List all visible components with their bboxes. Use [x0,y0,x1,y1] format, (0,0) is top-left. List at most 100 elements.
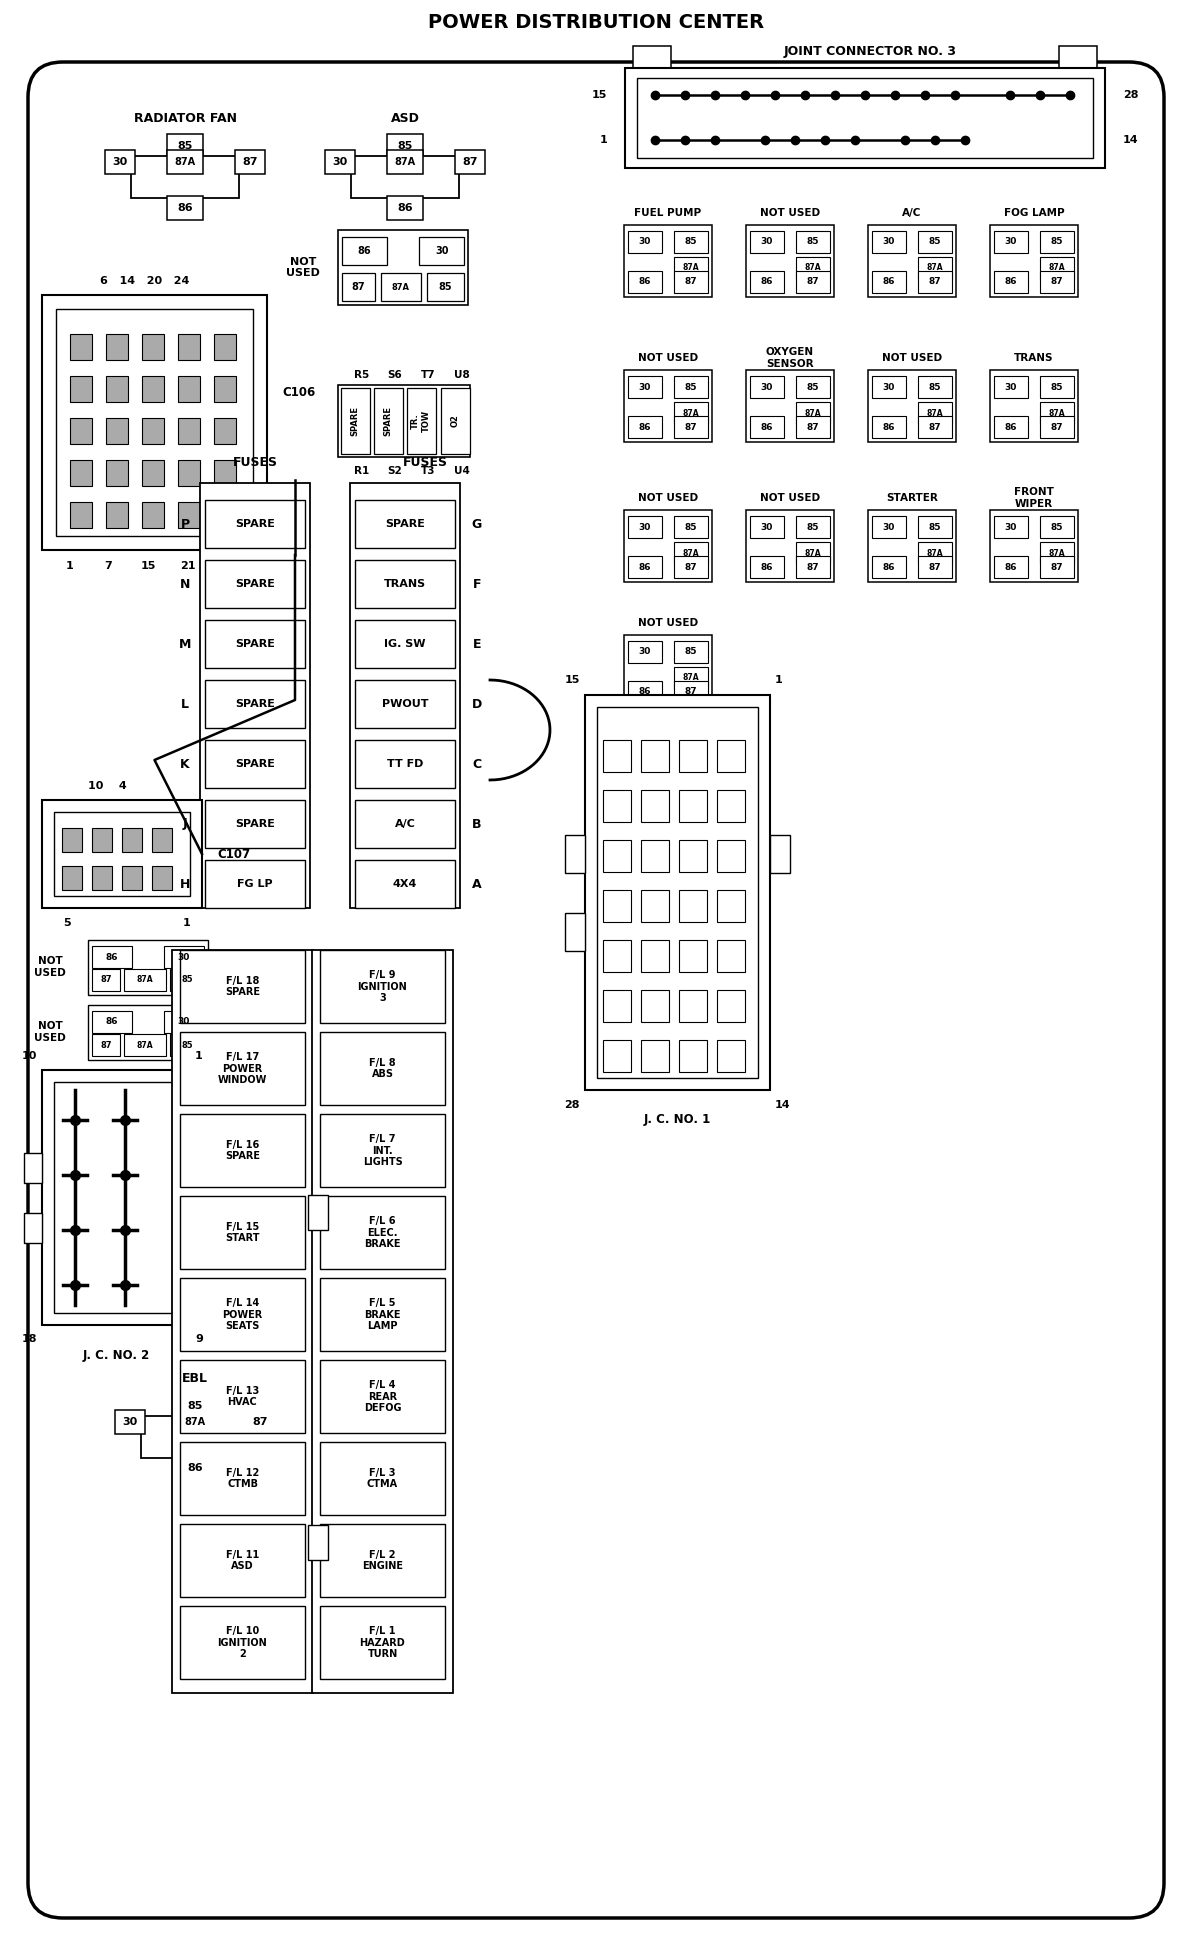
Text: 9: 9 [195,1335,203,1345]
Bar [603,991,631,1022]
Text: SPARE: SPARE [235,520,275,529]
Bar [200,483,310,909]
Text: 4X4: 4X4 [393,880,417,889]
Bar [180,1605,305,1679]
Bar [92,1012,132,1033]
Text: 1: 1 [775,675,783,685]
Text: 87A: 87A [137,1041,154,1049]
Bar [1039,403,1074,424]
Text: F: F [473,578,482,590]
Bar [142,418,164,444]
Text: 87: 87 [1050,422,1063,432]
Text: 30: 30 [639,237,651,247]
Bar [746,370,834,442]
Bar [355,860,455,909]
Text: T3: T3 [421,465,435,477]
Bar [355,560,455,607]
Text: 30: 30 [760,237,774,247]
Bar [319,1279,445,1351]
Bar [718,739,745,773]
Bar [1039,516,1074,537]
Bar [106,335,128,360]
Bar [62,866,82,889]
Text: FOG LAMP: FOG LAMP [1004,208,1064,218]
Text: 30: 30 [883,383,895,391]
Bar [178,418,200,444]
Text: 30: 30 [1005,237,1017,247]
Text: F/L 7
INT.
LIGHTS: F/L 7 INT. LIGHTS [362,1135,403,1168]
Bar [215,502,236,527]
Bar [918,516,952,537]
Text: F/L 11
ASD: F/L 11 ASD [225,1549,259,1570]
Bar [215,459,236,486]
Text: 86: 86 [883,422,895,432]
Bar [994,232,1028,253]
Bar [106,418,128,444]
Bar [167,150,203,173]
Text: T7: T7 [421,370,435,379]
Bar [873,376,906,399]
Bar [918,376,952,399]
Bar [796,516,830,537]
Text: 87: 87 [684,562,697,572]
Text: 86: 86 [1005,422,1017,432]
Text: 15: 15 [141,560,156,570]
Bar [153,866,172,889]
Text: 86: 86 [106,1018,118,1026]
Text: F/L 13
HVAC: F/L 13 HVAC [225,1386,259,1407]
Bar [124,969,166,991]
Bar [673,232,708,253]
Bar [673,416,708,438]
Text: F/L 9
IGNITION
3: F/L 9 IGNITION 3 [358,969,408,1002]
Text: 85: 85 [1051,522,1063,531]
Text: EBL: EBL [182,1372,207,1384]
Bar [339,230,468,306]
Bar [918,543,952,564]
Text: 87: 87 [253,1417,268,1426]
Text: SPARE: SPARE [235,638,275,650]
Text: TRANS: TRANS [384,580,426,590]
Bar [176,1456,213,1481]
Bar [991,370,1078,442]
Bar [176,1393,213,1419]
Text: OXYGEN
SENSOR: OXYGEN SENSOR [766,346,814,370]
Bar [319,1524,445,1598]
Text: 30: 30 [639,383,651,391]
Text: 85: 85 [397,140,412,152]
Bar [918,416,952,438]
Text: P: P [180,518,190,531]
Bar [750,232,784,253]
Bar [215,376,236,403]
Bar [180,1524,305,1598]
Bar [176,1411,213,1434]
Text: 87A: 87A [392,282,410,292]
Bar [918,403,952,424]
Text: SPARE: SPARE [385,520,424,529]
Text: 87: 87 [100,975,112,985]
Bar [679,991,707,1022]
Bar [319,950,445,1024]
Text: 30: 30 [112,158,128,167]
Bar [205,800,305,848]
Text: 85: 85 [807,522,819,531]
Text: 85: 85 [439,282,452,292]
Text: F/L 12
CTMB: F/L 12 CTMB [225,1467,259,1489]
Bar [918,257,952,278]
Text: J. C. NO. 1: J. C. NO. 1 [644,1113,712,1127]
Bar [124,1033,166,1057]
Bar [673,681,708,703]
Text: SPARE: SPARE [235,580,275,590]
Text: 85: 85 [684,383,697,391]
Text: 87: 87 [242,158,257,167]
Text: 87: 87 [684,687,697,697]
Bar [1039,543,1074,564]
Bar [70,335,92,360]
Bar [1039,257,1074,278]
Bar [178,376,200,403]
Bar [142,335,164,360]
Text: 86: 86 [106,952,118,961]
Text: 87: 87 [807,278,819,286]
Bar [355,800,455,848]
Text: 85: 85 [807,383,819,391]
Text: 1: 1 [600,134,607,146]
